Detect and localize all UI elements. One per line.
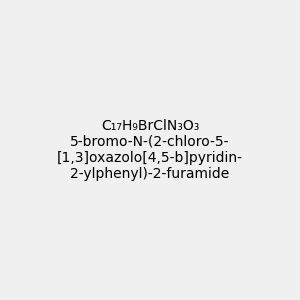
Text: C₁₇H₉BrClN₃O₃
5-bromo-N-(2-chloro-5-
[1,3]oxazolo[4,5-b]pyridin-
2-ylphenyl)-2-f: C₁₇H₉BrClN₃O₃ 5-bromo-N-(2-chloro-5- [1,… <box>57 119 243 181</box>
